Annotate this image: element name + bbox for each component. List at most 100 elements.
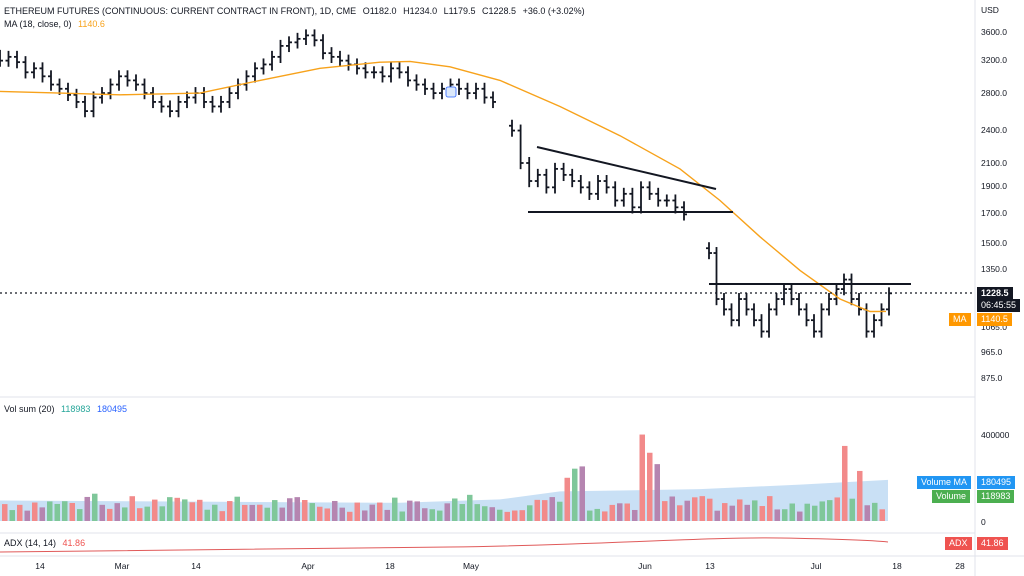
ohlc-bar: [252, 62, 258, 83]
volume-bar: [294, 497, 300, 521]
volume-bar: [54, 503, 60, 521]
ohlc-bar: [788, 283, 795, 306]
volume-bar: [782, 509, 788, 521]
ohlc-bar: [337, 50, 343, 67]
volume-bar: [654, 464, 660, 521]
volume-bar: [564, 477, 570, 521]
currency-label[interactable]: USD: [981, 5, 999, 15]
volume-bar: [362, 510, 368, 521]
ohlc-bar: [90, 91, 97, 118]
ohlc-bar: [413, 74, 420, 91]
ohlc-bar: [713, 247, 720, 306]
volume-bar: [759, 506, 765, 521]
ohlc-bar: [603, 175, 610, 194]
volume-legend-value: 118983: [61, 404, 91, 414]
volume-bar: [272, 500, 278, 521]
volume-bar: [369, 504, 375, 521]
time-tick-label: May: [462, 561, 480, 571]
ohlc-bar: [39, 62, 46, 83]
volume-bar: [497, 509, 503, 521]
ohlc-bar: [706, 242, 712, 260]
price-tick-label: 1350.0: [981, 264, 1007, 274]
ohlc-bar: [133, 74, 139, 91]
volume-bar: [602, 511, 608, 521]
ohlc-bar: [371, 66, 377, 79]
price-tick-label: 965.0: [981, 347, 1003, 357]
adx-legend-value: 41.86: [62, 538, 86, 548]
ohlc-bar: [141, 78, 148, 100]
volume-bar: [302, 499, 308, 521]
ma-tag-label: MA: [949, 313, 971, 326]
volume-bar: [122, 507, 128, 521]
ohlc-bar: [811, 314, 817, 338]
ohlc-bar: [107, 78, 114, 100]
ohlc-bar: [663, 194, 670, 207]
last-price-tag: 1228.5: [977, 287, 1013, 300]
ohlc-bar: [620, 187, 627, 207]
time-tick-label: 28: [955, 561, 965, 571]
volume-bar: [407, 500, 413, 521]
ohlc-bar: [743, 293, 750, 316]
symbol-title[interactable]: ETHEREUM FUTURES (CONTINUOUS: CURRENT CO…: [4, 6, 357, 16]
adx-legend-label: ADX (14, 14): [4, 538, 57, 548]
ohlc-bar: [758, 314, 765, 338]
volume-bar: [324, 508, 330, 521]
volume-bar: [452, 498, 458, 521]
countdown-tag: 06:45:55: [977, 299, 1021, 312]
time-tick-label: 14: [35, 561, 45, 571]
volume-bar: [849, 498, 855, 521]
ohlc-bar: [681, 201, 687, 221]
volume-bar: [617, 503, 623, 521]
volume-bar: [834, 497, 840, 521]
ohlc-bar: [833, 283, 840, 306]
ohlc-bar: [73, 88, 80, 109]
volume-bar: [287, 498, 293, 521]
volume-bar: [219, 511, 225, 521]
volume-bar: [399, 511, 405, 521]
volume-bar: [744, 504, 750, 521]
ohlc-bar: [260, 58, 267, 75]
triangle-upper-trendline[interactable]: [536, 146, 717, 190]
volume-bar: [444, 503, 450, 521]
volume-bar: [414, 501, 420, 521]
ohlc-bar: [721, 293, 727, 316]
ohlc-bar: [517, 124, 524, 170]
adx-legend[interactable]: ADX (14, 14) 41.86: [4, 538, 89, 548]
volume-bar: [62, 501, 68, 521]
ohlc-bar: [781, 283, 787, 306]
ohlc-bar: [175, 95, 182, 118]
price-tick-label: 2400.0: [981, 125, 1007, 135]
ohlc-bar: [294, 32, 301, 49]
volume-bar: [804, 503, 810, 521]
ohlc-bar: [736, 293, 742, 327]
ma-legend[interactable]: MA (18, close, 0) 1140.6: [4, 19, 109, 29]
ohlc-bar: [638, 181, 644, 214]
volume-bar: [594, 508, 600, 521]
ohlc-bar: [526, 157, 533, 188]
ohlc-bar: [751, 303, 757, 327]
volume-bar: [189, 502, 195, 521]
ohlc-bar: [116, 70, 122, 91]
event-marker-icon[interactable]: [445, 86, 457, 98]
volume-ma-legend-value: 180495: [96, 404, 127, 414]
ma-legend-value: 1140.6: [78, 19, 105, 29]
volume-bar: [429, 509, 435, 521]
volume-bar: [197, 499, 203, 521]
volume-bar: [242, 504, 248, 521]
volume-bar: [669, 496, 675, 521]
ohlc-bar: [124, 70, 131, 87]
ohlc-bar: [803, 303, 810, 327]
price-pane: [0, 29, 892, 338]
volume-bar: [722, 503, 728, 521]
volume-legend-label: Vol sum (20): [4, 404, 55, 414]
volume-bar: [9, 510, 15, 521]
volume-legend[interactable]: Vol sum (20) 118983 180495: [4, 404, 131, 414]
ohlc-high: H1234.0: [403, 6, 438, 16]
ohlc-bar: [243, 70, 250, 91]
volume-bar: [632, 509, 638, 521]
volume-bar: [474, 504, 480, 521]
volume-bar: [114, 503, 120, 521]
volume-bar: [714, 510, 720, 521]
volume-bar: [279, 507, 285, 521]
